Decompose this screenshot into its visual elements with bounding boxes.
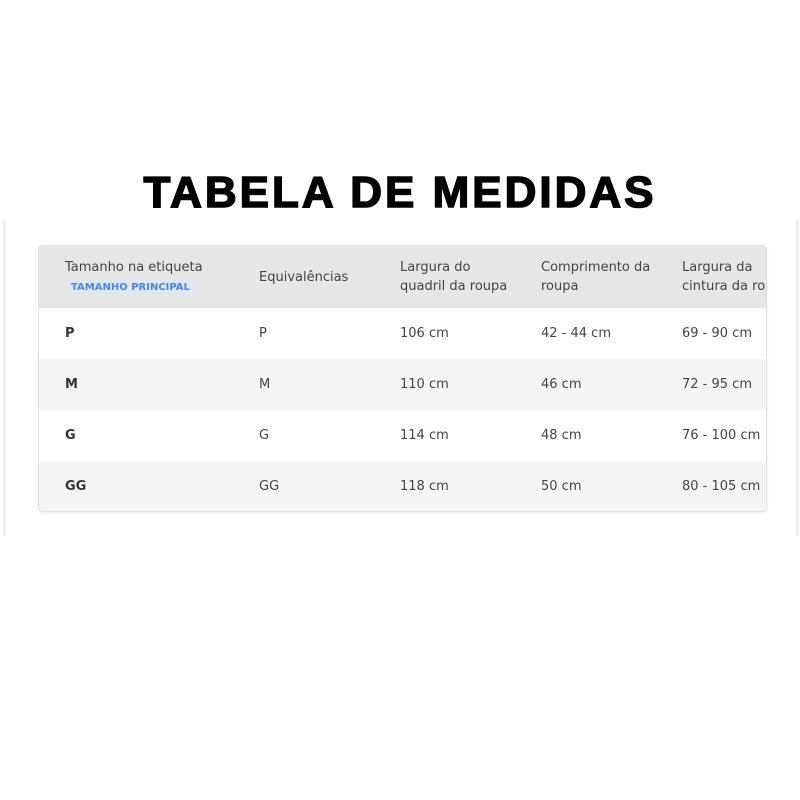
table-cell: 106 cm bbox=[400, 326, 449, 341]
right-border bbox=[796, 220, 799, 536]
header-label: cintura da ro bbox=[682, 279, 766, 294]
table-cell: 76 - 100 cm bbox=[682, 428, 761, 443]
table-cell: GG bbox=[65, 479, 87, 494]
header-waist: Largura da cintura da ro bbox=[656, 258, 766, 296]
table-header: Tamanho na etiqueta TAMANHO PRINCIPAL Equ… bbox=[39, 246, 766, 308]
header-equivalences: Equivalências bbox=[233, 268, 374, 287]
table-cell: G bbox=[65, 428, 76, 443]
table-cell: 80 - 105 cm bbox=[682, 479, 761, 494]
table-row: M M 110 cm 46 cm 72 - 95 cm bbox=[39, 359, 766, 410]
table-cell: 46 cm bbox=[541, 377, 582, 392]
header-size: Tamanho na etiqueta TAMANHO PRINCIPAL bbox=[39, 258, 233, 296]
table-cell: GG bbox=[259, 479, 280, 494]
header-label: Equivalências bbox=[259, 269, 349, 285]
table-cell: 69 - 90 cm bbox=[682, 326, 752, 341]
header-length: Comprimento da roupa bbox=[515, 258, 656, 296]
header-label: Comprimento da bbox=[541, 260, 651, 275]
table-cell: P bbox=[65, 326, 75, 341]
table-cell: 110 cm bbox=[400, 377, 449, 392]
table-cell: M bbox=[259, 377, 271, 392]
header-label: roupa bbox=[541, 279, 579, 294]
table-cell: P bbox=[259, 326, 267, 341]
header-label: quadril da roupa bbox=[400, 279, 508, 294]
header-label: Largura do bbox=[400, 260, 471, 275]
header-label: Tamanho na etiqueta bbox=[65, 260, 203, 275]
table-cell: 118 cm bbox=[400, 479, 449, 494]
table-row: P P 106 cm 42 - 44 cm 69 - 90 cm bbox=[39, 308, 766, 359]
table-row: G G 114 cm 48 cm 76 - 100 cm bbox=[39, 410, 766, 461]
header-hip: Largura do quadril da roupa bbox=[374, 258, 515, 296]
table-cell: 50 cm bbox=[541, 479, 582, 494]
main-size-badge: TAMANHO PRINCIPAL bbox=[65, 280, 196, 295]
size-table: Tamanho na etiqueta TAMANHO PRINCIPAL Equ… bbox=[38, 245, 767, 512]
table-cell: G bbox=[259, 428, 270, 443]
header-label: Largura da bbox=[682, 260, 753, 275]
table-cell: 42 - 44 cm bbox=[541, 326, 611, 341]
table-cell: M bbox=[65, 377, 78, 392]
left-border bbox=[3, 220, 6, 536]
table-cell: 48 cm bbox=[541, 428, 582, 443]
table-row: GG GG 118 cm 50 cm 80 - 105 cm bbox=[39, 461, 766, 511]
table-cell: 72 - 95 cm bbox=[682, 377, 752, 392]
page-title: TABELA DE MEDIDAS bbox=[143, 167, 657, 218]
table-cell: 114 cm bbox=[400, 428, 449, 443]
